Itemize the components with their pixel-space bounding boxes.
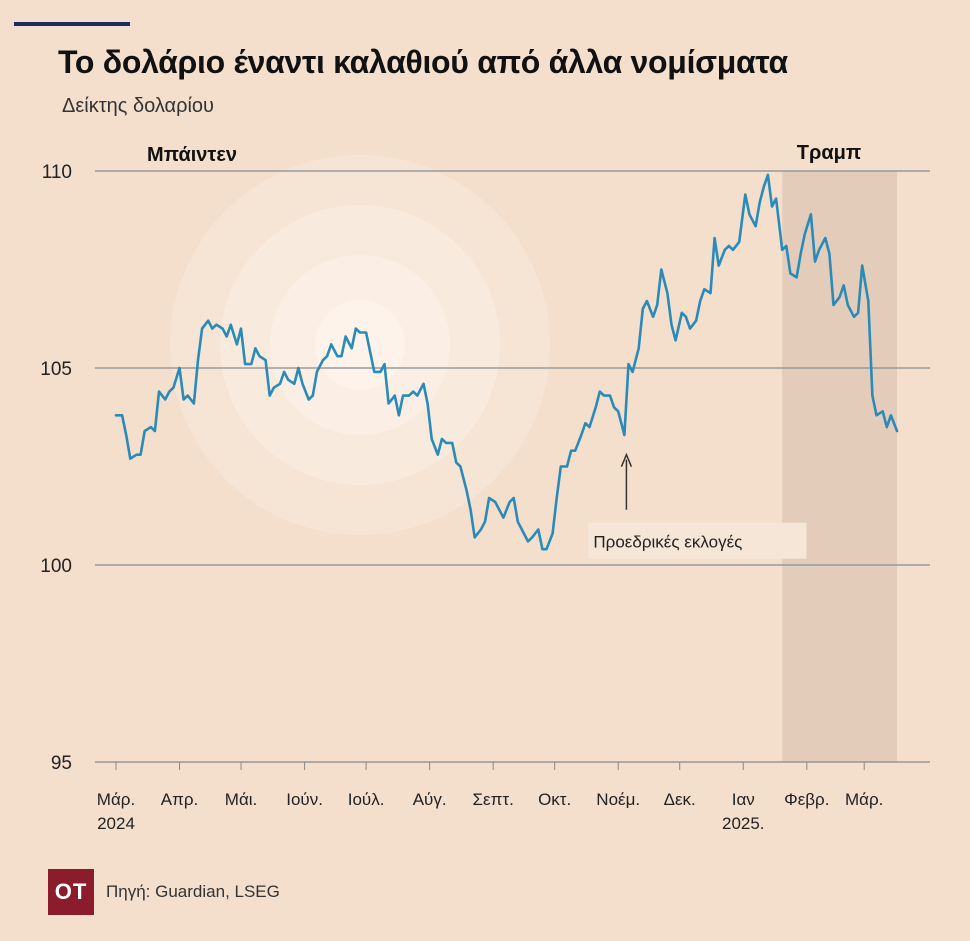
election-arrow-head xyxy=(620,452,633,467)
top-rule xyxy=(14,22,130,26)
background-glow-3 xyxy=(315,300,405,390)
x-tick-label-10: Ιαν xyxy=(732,790,755,809)
election-label-bg xyxy=(588,522,807,559)
x-tick-label-9: Δεκ. xyxy=(664,790,696,809)
y-tick-label-105: 105 xyxy=(40,359,72,380)
x-tick-label2-10: 2025. xyxy=(722,814,765,833)
x-tick-label-5: Αύγ. xyxy=(413,790,447,809)
source-note: Πηγή: Guardian, LSEG xyxy=(106,882,280,901)
x-tick-label-3: Ιούν. xyxy=(286,790,323,809)
x-tick-label2-0: 2024 xyxy=(97,814,135,833)
x-tick-label-4: Ιούλ. xyxy=(348,790,385,809)
y-tick-label-100: 100 xyxy=(40,556,72,577)
x-tick-label-8: Νοέμ. xyxy=(596,790,640,809)
chart-title: Το δολάριο έναντι καλαθιού από άλλα νομί… xyxy=(58,44,788,80)
chart-subtitle: Δείκτης δολαρίου xyxy=(62,95,214,117)
x-tick-label-7: Οκτ. xyxy=(538,790,571,809)
line-chart: 95 100 105 110 Μάρ. 2024 Απρ. Μάι. Ιούν. Ιούλ. Αύγ… xyxy=(40,142,930,833)
x-tick-label-6: Σεπτ. xyxy=(473,790,514,809)
y-tick-label-110: 110 xyxy=(42,162,72,183)
x-tick-label-11: Φεβρ. xyxy=(784,790,829,809)
period-label-trump: Τραμπ xyxy=(797,142,861,164)
y-tick-label-95: 95 xyxy=(51,753,72,774)
period-label-biden: Μπάιντεν xyxy=(147,144,237,166)
x-tick-label-0: Μάρ. xyxy=(97,790,135,809)
publisher-logo: OT xyxy=(48,869,94,915)
trump-period-shading xyxy=(782,171,897,762)
x-tick-label-2: Μάι. xyxy=(225,790,258,809)
election-label: Προεδρικές εκλογές xyxy=(593,533,742,552)
footer: OT Πηγή: Guardian, LSEG xyxy=(48,869,280,915)
x-tick-label-1: Απρ. xyxy=(161,790,198,809)
x-tick-label-12: Μάρ. xyxy=(845,790,883,809)
series-line-dollar-index xyxy=(114,173,899,551)
